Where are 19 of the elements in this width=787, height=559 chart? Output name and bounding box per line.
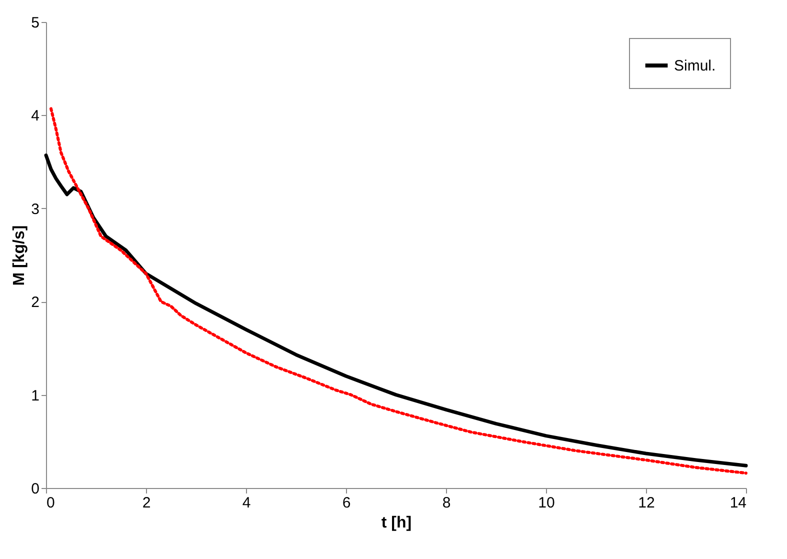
y-tick-label: 3 xyxy=(31,200,40,218)
x-tick-label: 0 xyxy=(46,494,55,512)
x-tick-label: 10 xyxy=(538,494,555,512)
x-tick-label: 6 xyxy=(342,494,351,512)
y-tick-label: 4 xyxy=(31,108,40,125)
x-axis-title: t [h] xyxy=(381,514,412,532)
y-tick-label: 1 xyxy=(31,387,40,404)
legend-label: Simul. xyxy=(674,58,716,74)
x-tick-label: 12 xyxy=(638,494,655,512)
line-series xyxy=(44,154,748,468)
y-axis-title: M [kg/s] xyxy=(11,225,28,286)
x-tick-label: 2 xyxy=(142,494,151,512)
line-series xyxy=(50,107,748,475)
x-tick-label: 8 xyxy=(442,494,451,512)
x-tick-label: 14 xyxy=(730,494,746,512)
y-tick-label: 5 xyxy=(31,14,40,32)
x-tick-label: 4 xyxy=(242,494,251,512)
y-tick-label: 2 xyxy=(31,294,40,312)
y-tick-label: 0 xyxy=(31,480,40,498)
